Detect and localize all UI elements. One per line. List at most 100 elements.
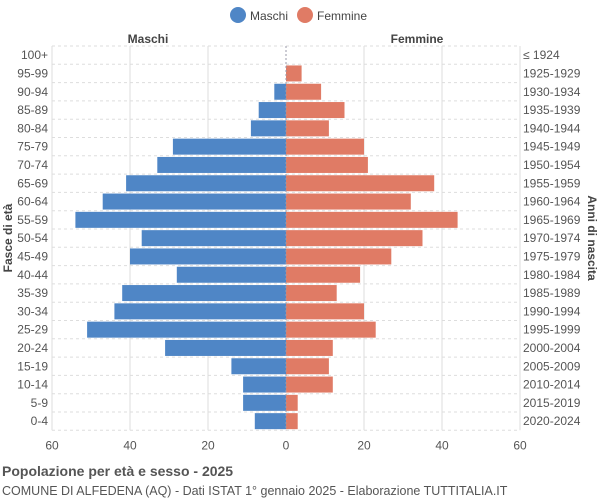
left-header: Maschi — [128, 32, 169, 46]
bar-maschi-90-94 — [274, 83, 286, 100]
x-tick-label: 20 — [201, 438, 215, 452]
bar-maschi-80-84 — [250, 120, 286, 137]
birth-year-label: 1970-1974 — [523, 231, 581, 245]
bar-femmine-70-74 — [286, 156, 368, 173]
bar-femmine-65-69 — [286, 175, 435, 192]
birth-year-label: 1995-1999 — [523, 323, 581, 337]
x-tick-label: 60 — [513, 438, 527, 452]
birth-year-label: 2000-2004 — [523, 341, 581, 355]
birth-year-label: 1925-1929 — [523, 66, 581, 80]
bar-maschi-35-39 — [122, 285, 286, 302]
legend-label-maschi: Maschi — [250, 9, 288, 23]
bar-femmine-50-54 — [286, 230, 423, 247]
age-label: 30-34 — [17, 304, 48, 318]
legend-marker-maschi — [230, 7, 246, 23]
bar-femmine-60-64 — [286, 193, 411, 210]
x-tick-label: 60 — [45, 438, 59, 452]
birth-year-label: 1980-1984 — [523, 268, 581, 282]
bar-maschi-0-4 — [254, 413, 286, 430]
y-axis-label-left: Fasce di età — [1, 203, 15, 272]
bar-maschi-85-89 — [258, 102, 286, 119]
age-label: 95-99 — [17, 66, 48, 80]
birth-year-label: 1950-1954 — [523, 158, 581, 172]
bar-maschi-50-54 — [141, 230, 286, 247]
birth-year-label: 2010-2014 — [523, 378, 581, 392]
bar-femmine-95-99 — [286, 65, 302, 82]
bar-femmine-35-39 — [286, 285, 337, 302]
bar-femmine-40-44 — [286, 266, 361, 283]
age-label: 20-24 — [17, 341, 48, 355]
bar-maschi-25-29 — [87, 321, 286, 338]
bar-femmine-5-9 — [286, 394, 298, 411]
age-label: 65-69 — [17, 176, 48, 190]
bar-maschi-55-59 — [75, 211, 287, 228]
bar-maschi-70-74 — [157, 156, 286, 173]
birth-year-label: 2020-2024 — [523, 414, 581, 428]
legend-label-femmine: Femmine — [317, 9, 367, 23]
x-tick-label: 40 — [123, 438, 137, 452]
bar-femmine-25-29 — [286, 321, 376, 338]
bar-maschi-75-79 — [172, 138, 286, 155]
bar-femmine-15-19 — [286, 358, 329, 375]
population-pyramid-chart: 100+ ≤ 1924 95-99 1925-1929 90-94 1930-1934 85… — [1, 7, 599, 452]
bar-maschi-10-14 — [243, 376, 286, 393]
birth-year-label: 1990-1994 — [523, 304, 581, 318]
bar-maschi-45-49 — [130, 248, 286, 265]
birth-year-label: 1945-1949 — [523, 140, 581, 154]
chart-source: COMUNE DI ALFEDENA (AQ) - Dati ISTAT 1° … — [2, 484, 508, 498]
bar-femmine-90-94 — [286, 83, 322, 100]
chart-title: Popolazione per età e sesso - 2025 — [2, 463, 234, 479]
bar-femmine-10-14 — [286, 376, 333, 393]
x-tick-label: 20 — [357, 438, 371, 452]
birth-year-label: ≤ 1924 — [523, 48, 560, 62]
birth-year-label: 1930-1934 — [523, 85, 581, 99]
age-label: 70-74 — [17, 158, 48, 172]
bar-femmine-0-4 — [286, 413, 298, 430]
bar-maschi-15-19 — [231, 358, 286, 375]
birth-year-label: 1985-1989 — [523, 286, 581, 300]
age-label: 55-59 — [17, 213, 48, 227]
right-header: Femmine — [391, 32, 444, 46]
bar-femmine-85-89 — [286, 102, 345, 119]
age-label: 5-9 — [31, 396, 49, 410]
bar-femmine-45-49 — [286, 248, 392, 265]
birth-year-label: 1955-1959 — [523, 176, 581, 190]
age-label: 45-49 — [17, 249, 48, 263]
x-tick-label: 40 — [435, 438, 449, 452]
bar-maschi-30-34 — [114, 303, 287, 320]
age-label: 25-29 — [17, 323, 48, 337]
age-label: 15-19 — [17, 359, 48, 373]
age-label: 50-54 — [17, 231, 48, 245]
y-axis-label-right: Anni di nascita — [585, 195, 599, 281]
bar-femmine-30-34 — [286, 303, 364, 320]
birth-year-label: 1965-1969 — [523, 213, 581, 227]
age-label: 60-64 — [17, 195, 48, 209]
bar-femmine-75-79 — [286, 138, 364, 155]
age-label: 75-79 — [17, 140, 48, 154]
legend-marker-femmine — [297, 7, 313, 23]
birth-year-label: 2005-2009 — [523, 359, 581, 373]
bar-maschi-5-9 — [243, 394, 286, 411]
x-tick-label: 0 — [283, 438, 290, 452]
bar-maschi-20-24 — [165, 339, 286, 356]
bar-maschi-40-44 — [176, 266, 286, 283]
bar-femmine-55-59 — [286, 211, 458, 228]
age-label: 10-14 — [17, 378, 48, 392]
birth-year-label: 1935-1939 — [523, 103, 581, 117]
birth-year-label: 1940-1944 — [523, 121, 581, 135]
bar-femmine-20-24 — [286, 339, 333, 356]
bar-maschi-60-64 — [102, 193, 286, 210]
age-label: 80-84 — [17, 121, 48, 135]
age-label: 90-94 — [17, 85, 48, 99]
bar-femmine-80-84 — [286, 120, 329, 137]
birth-year-label: 1960-1964 — [523, 195, 581, 209]
age-label: 100+ — [21, 48, 48, 62]
birth-year-label: 1975-1979 — [523, 249, 581, 263]
age-label: 35-39 — [17, 286, 48, 300]
age-label: 85-89 — [17, 103, 48, 117]
bar-maschi-65-69 — [126, 175, 286, 192]
age-label: 40-44 — [17, 268, 48, 282]
age-label: 0-4 — [31, 414, 49, 428]
birth-year-label: 2015-2019 — [523, 396, 581, 410]
